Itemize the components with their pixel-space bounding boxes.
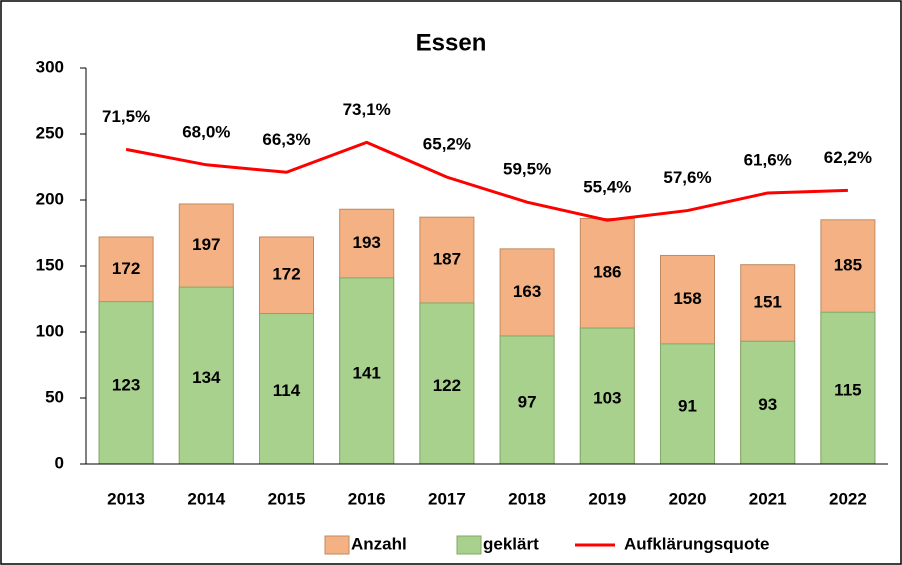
data-label: 68,0% bbox=[182, 122, 230, 141]
data-label: 185 bbox=[834, 255, 862, 274]
data-label: 71,5% bbox=[102, 107, 150, 126]
data-label: 141 bbox=[353, 363, 381, 382]
data-label: 66,3% bbox=[262, 130, 310, 149]
y-tick-label: 200 bbox=[36, 189, 64, 208]
data-label: 91 bbox=[678, 396, 697, 415]
bar bbox=[499, 335, 555, 465]
data-label: 134 bbox=[192, 368, 221, 387]
bar bbox=[339, 277, 395, 465]
y-tick-label: 250 bbox=[36, 123, 64, 142]
data-label: 93 bbox=[758, 395, 777, 414]
x-tick-label: 2016 bbox=[348, 489, 386, 508]
data-label: 172 bbox=[272, 265, 300, 284]
data-label: 151 bbox=[754, 292, 782, 311]
data-label: 55,4% bbox=[583, 178, 631, 197]
bar bbox=[740, 340, 796, 465]
x-tick-label: 2021 bbox=[749, 489, 787, 508]
data-label: 61,6% bbox=[744, 150, 792, 169]
legend-swatch bbox=[324, 535, 350, 555]
data-label: 73,1% bbox=[343, 100, 391, 119]
legend-label: Anzahl bbox=[351, 534, 407, 553]
bar bbox=[660, 343, 715, 465]
data-label: 115 bbox=[834, 381, 861, 400]
data-label: 57,6% bbox=[663, 168, 711, 187]
y-tick-label: 50 bbox=[45, 387, 64, 406]
x-tick-label: 2013 bbox=[107, 489, 145, 508]
data-label: 187 bbox=[433, 250, 461, 269]
y-tick-label: 150 bbox=[36, 255, 64, 274]
x-tick-label: 2017 bbox=[428, 489, 466, 508]
data-label: 163 bbox=[513, 282, 541, 301]
y-tick-label: 300 bbox=[36, 57, 64, 76]
line bbox=[125, 140, 848, 222]
data-label: 103 bbox=[593, 389, 621, 408]
data-label: 172 bbox=[112, 259, 140, 278]
data-label: 122 bbox=[433, 376, 461, 395]
bar bbox=[579, 327, 635, 465]
data-label: 186 bbox=[593, 263, 621, 282]
data-label: 158 bbox=[673, 289, 701, 308]
chart-title: Essen bbox=[416, 29, 487, 56]
data-label: 65,2% bbox=[423, 135, 471, 154]
x-tick-label: 2022 bbox=[829, 489, 867, 508]
bar bbox=[419, 302, 475, 465]
bar bbox=[98, 301, 154, 465]
data-label: 59,5% bbox=[503, 160, 551, 179]
data-label: 62,2% bbox=[824, 148, 872, 167]
bar bbox=[259, 313, 314, 465]
y-tick-label: 100 bbox=[36, 321, 64, 340]
legend-label: geklärt bbox=[483, 534, 539, 553]
data-label: 193 bbox=[353, 233, 381, 252]
data-label: 114 bbox=[273, 381, 301, 400]
data-label: 97 bbox=[518, 392, 537, 411]
data-label: 197 bbox=[192, 235, 220, 254]
x-tick-label: 2015 bbox=[268, 489, 306, 508]
legend-swatch bbox=[456, 535, 482, 555]
x-tick-label: 2018 bbox=[508, 489, 546, 508]
x-tick-label: 2014 bbox=[187, 489, 225, 508]
bar bbox=[820, 311, 876, 465]
data-label: 123 bbox=[112, 375, 140, 394]
legend-label: Aufklärungsquote bbox=[624, 534, 769, 553]
y-tick-label: 0 bbox=[55, 453, 64, 472]
x-tick-label: 2019 bbox=[588, 489, 626, 508]
x-tick-label: 2020 bbox=[669, 489, 707, 508]
